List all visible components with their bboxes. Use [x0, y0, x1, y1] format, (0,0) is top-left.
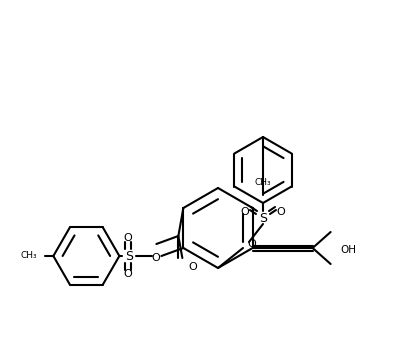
Text: O: O: [123, 269, 132, 279]
Text: O: O: [246, 239, 255, 249]
Text: O: O: [276, 207, 285, 217]
Text: CH₃: CH₃: [21, 252, 37, 261]
Text: O: O: [240, 207, 249, 217]
Text: O: O: [123, 233, 132, 243]
Text: OH: OH: [340, 245, 356, 255]
Text: CH₃: CH₃: [254, 178, 271, 187]
Text: S: S: [258, 212, 266, 224]
Text: O: O: [188, 262, 196, 272]
Text: S: S: [125, 250, 133, 262]
Text: O: O: [151, 253, 159, 263]
